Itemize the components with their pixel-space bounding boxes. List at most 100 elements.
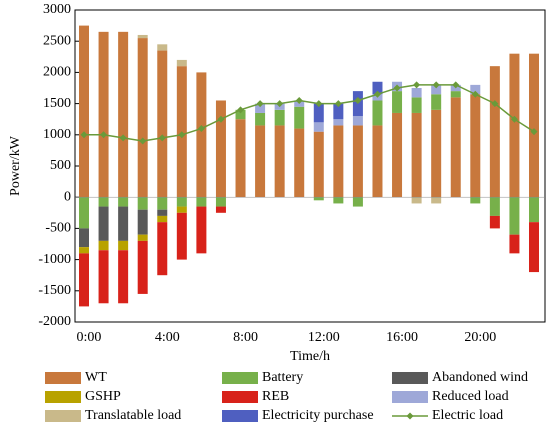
- line-marker: [510, 115, 518, 123]
- line-marker: [178, 131, 186, 139]
- line-marker: [295, 96, 303, 104]
- bar-segment: [118, 250, 129, 304]
- line-marker: [158, 134, 166, 142]
- line-marker: [354, 96, 362, 104]
- bar-segment: [294, 128, 305, 198]
- y-tick-label: 500: [50, 158, 71, 173]
- bar-segment: [98, 240, 109, 251]
- bar-segment: [79, 25, 89, 198]
- bar-segment: [98, 206, 109, 241]
- bar-segment: [372, 81, 383, 95]
- bar-segment: [509, 234, 520, 254]
- bar-segment: [196, 72, 207, 198]
- bar-segment: [118, 240, 129, 251]
- bar-segment: [137, 209, 148, 235]
- x-tick-label: 12:00: [308, 330, 340, 345]
- line-marker: [119, 134, 127, 142]
- bar-segment: [431, 109, 442, 198]
- bar-segment: [313, 197, 324, 201]
- y-tick-label: 3000: [43, 2, 71, 17]
- legend-swatch: [392, 391, 428, 403]
- bar-segment: [98, 197, 109, 207]
- legend-swatch: [45, 410, 81, 422]
- bar-segment: [352, 116, 363, 126]
- bar-segment: [157, 50, 168, 198]
- bar-segment: [352, 197, 363, 207]
- bar-segment: [431, 197, 442, 204]
- line-marker: [393, 84, 401, 92]
- bar-segment: [157, 197, 168, 210]
- bar-segment: [489, 215, 500, 229]
- line-marker: [432, 81, 440, 89]
- bar-segment: [313, 103, 324, 123]
- bar-segment: [137, 240, 148, 294]
- bar-segment: [176, 212, 187, 260]
- legend-swatch: [45, 372, 81, 384]
- bar-segment: [215, 206, 226, 213]
- x-axis-label: Time/h: [290, 349, 330, 364]
- legend-swatch: [406, 412, 414, 420]
- bar-segment: [137, 38, 148, 198]
- bar-segment: [157, 209, 168, 216]
- bar-segment: [529, 222, 539, 273]
- bar-segment: [489, 66, 500, 198]
- line-marker: [315, 100, 323, 108]
- line-marker: [237, 106, 245, 114]
- line-marker: [530, 128, 538, 136]
- bar-segment: [470, 94, 481, 198]
- legend-label: Battery: [262, 370, 303, 385]
- bar-segment: [313, 131, 324, 198]
- bar-segment: [157, 215, 168, 223]
- bar-segment: [411, 112, 422, 198]
- x-tick-label: 4:00: [155, 330, 180, 345]
- bar-segment: [333, 103, 344, 120]
- line-marker: [276, 100, 284, 108]
- bar-segment: [450, 91, 461, 98]
- x-tick-label: 20:00: [464, 330, 496, 345]
- bar-segment: [352, 125, 363, 198]
- line-marker: [100, 131, 108, 139]
- line-marker: [197, 125, 205, 133]
- bar-segment: [118, 206, 129, 241]
- x-tick-label: 8:00: [233, 330, 258, 345]
- legend-label: REB: [262, 389, 289, 404]
- bar-segment: [431, 94, 442, 110]
- bar-segment: [196, 206, 207, 254]
- bar-segment: [274, 109, 285, 126]
- bar-segment: [118, 31, 129, 198]
- bar-segment: [255, 103, 266, 113]
- y-tick-label: -1000: [38, 252, 71, 267]
- bar-segment: [79, 197, 89, 229]
- bar-segment: [176, 197, 187, 207]
- line-marker: [334, 100, 342, 108]
- bar-segment: [313, 122, 324, 132]
- bar-segment: [137, 197, 148, 210]
- bar-segment: [137, 34, 148, 39]
- bar-segment: [98, 250, 109, 304]
- legend-swatch: [222, 391, 258, 403]
- legend-label: Electricity purchase: [262, 408, 374, 423]
- legend-swatch: [222, 372, 258, 384]
- y-tick-label: 1000: [43, 127, 71, 142]
- y-tick-label: 0: [64, 189, 71, 204]
- y-tick-label: -500: [45, 221, 71, 236]
- bar-segment: [235, 109, 246, 120]
- bar-segment: [274, 125, 285, 198]
- bar-segment: [255, 125, 266, 198]
- bar-segment: [215, 197, 226, 207]
- line-marker: [491, 100, 499, 108]
- y-tick-label: -1500: [38, 283, 71, 298]
- legend-label: Electric load: [432, 408, 503, 423]
- bar-segment: [470, 84, 481, 95]
- y-tick-label: 1500: [43, 96, 71, 111]
- x-tick-label: 16:00: [386, 330, 418, 345]
- legend-label: WT: [85, 370, 107, 385]
- y-tick-label: 2500: [43, 33, 71, 48]
- bar-segment: [450, 97, 461, 198]
- line-marker: [471, 90, 479, 98]
- legend-label: Reduced load: [432, 389, 509, 404]
- bar-segment: [294, 106, 305, 129]
- bar-segment: [411, 88, 422, 98]
- bar-segment: [176, 206, 187, 213]
- y-tick-label: -2000: [38, 314, 71, 329]
